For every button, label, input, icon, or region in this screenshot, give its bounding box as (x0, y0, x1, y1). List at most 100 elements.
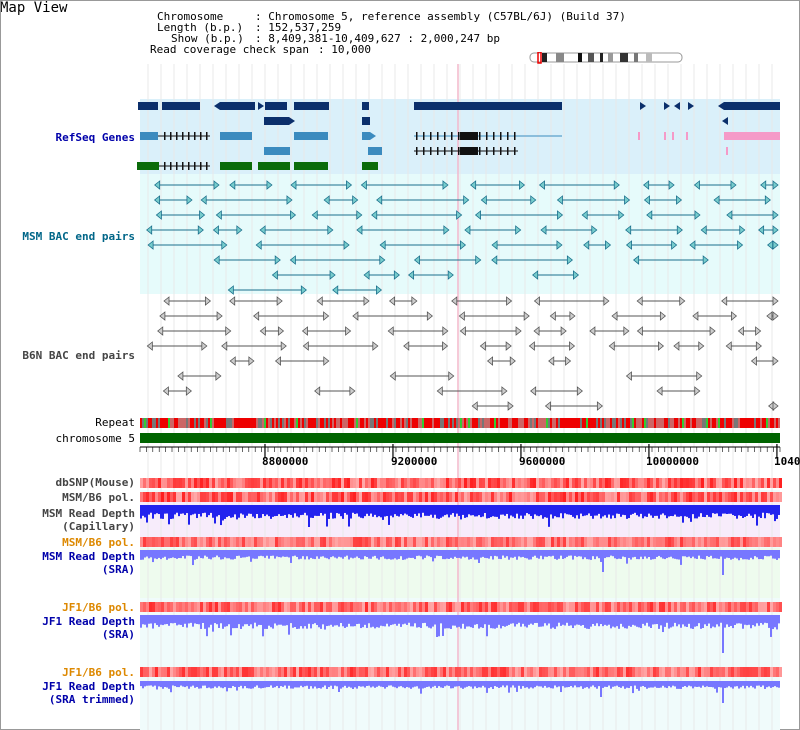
dbsnp-heat (584, 478, 587, 488)
msm-sra-depth (366, 550, 368, 558)
msm-sra-depth (500, 550, 502, 560)
jf1-sra-depth (382, 615, 384, 627)
jf1-b6-pol-heat (632, 602, 635, 612)
jf1-b6-pol-heat (551, 602, 554, 612)
b6n-bac-label[interactable]: B6N BAC end pairs (22, 349, 135, 362)
msm-b6-pol-heat (296, 492, 299, 502)
jf1-sra-depth (496, 615, 498, 628)
msm-b6-pol2-heat (476, 537, 479, 547)
msm-sra-depth (572, 550, 574, 560)
jf1-trim-depth (566, 681, 568, 688)
jf1-b6-pol2-heat (197, 667, 200, 677)
repeat-segment (418, 418, 420, 428)
jf1-sra-depth (758, 615, 760, 626)
jf1-b6-pol2-heat (446, 667, 449, 677)
msm-b6-pol-heat (308, 492, 311, 502)
msm-sra-depth (148, 550, 150, 559)
jf1-b6-pol-heat (362, 602, 365, 612)
msm-read-depth-sra-label: MSM Read Depth (SRA) (0, 550, 135, 576)
msm-sra-depth (332, 550, 334, 557)
jf1-b6-pol-heat (704, 602, 707, 612)
jf1-trim-depth (696, 681, 698, 687)
chromosome-ideogram[interactable] (528, 52, 684, 64)
dbsnp-heat (623, 478, 626, 488)
jf1-trim-depth (550, 681, 552, 689)
msm-sra-depth (582, 550, 584, 560)
msm-b6-pol-heat (743, 492, 746, 502)
msm-b6-pol2-heat (701, 537, 704, 547)
gene-block (368, 147, 382, 155)
repeat-segment (686, 418, 688, 428)
dbsnp-heat (335, 478, 338, 488)
jf1-sra-depth (540, 615, 542, 627)
msm-capillary-depth (514, 505, 516, 519)
msm-b6-pol2-heat (281, 537, 284, 547)
b6n-end-marker (146, 341, 153, 351)
msm-b6-pol2-heat (248, 537, 251, 547)
msm-capillary-depth (352, 505, 354, 513)
dbsnp-heat (314, 478, 317, 488)
msm-read-depth-cap-line2: (Capillary) (62, 520, 135, 533)
msm-sra-depth (764, 550, 766, 556)
msm-bac-label[interactable]: MSM BAC end pairs (22, 230, 135, 243)
repeat-segment (694, 418, 696, 428)
repeat-segment (776, 418, 778, 428)
jf1-b6-pol2-heat (272, 667, 275, 677)
jf1-trim-depth (164, 681, 166, 688)
msm-sra-depth (680, 550, 682, 565)
dbsnp-heat (731, 478, 734, 488)
exon (423, 132, 425, 140)
msm-sra-depth (282, 550, 284, 557)
msm-b6-pol2-heat (395, 537, 398, 547)
repeat-segment (620, 418, 622, 428)
dbsnp-heat (725, 478, 728, 488)
msm-b6-pol-heat (269, 492, 272, 502)
dbsnp-heat (599, 478, 602, 488)
msm-capillary-depth (280, 505, 282, 516)
gene-block (724, 132, 780, 140)
msm-sra-depth (346, 550, 348, 556)
dbsnp-heat (527, 478, 530, 488)
dbsnp-heat (188, 478, 191, 488)
jf1-b6-pol2-heat (524, 667, 527, 677)
repeat-segment (248, 418, 250, 428)
jf1-trim-depth (246, 681, 248, 689)
msm-b6-pol2-heat (419, 537, 422, 547)
jf1-b6-pol-heat (506, 602, 509, 612)
msm-b6-pol2-heat (563, 537, 566, 547)
msm-b6-pol2-heat (647, 537, 650, 547)
msm-capillary-depth (574, 505, 576, 519)
msm-capillary-depth (584, 505, 586, 516)
msm-b6-pol-heat (422, 492, 425, 502)
msm-b6-pol2-heat (458, 537, 461, 547)
jf1-b6-pol2-heat (242, 667, 245, 677)
jf1-trim-depth (406, 681, 408, 687)
repeat-segment (554, 418, 556, 428)
exon (500, 132, 502, 140)
msm-capillary-depth (768, 505, 770, 514)
msm-b6-pol2-heat (608, 537, 611, 547)
dbsnp-heat (323, 478, 326, 488)
jf1-sra-depth (508, 615, 510, 625)
dbsnp-heat (305, 478, 308, 488)
msm-b6-pol-heat (746, 492, 749, 502)
msm-b6-pol2-heat (407, 537, 410, 547)
repeat-segment (324, 418, 326, 428)
jf1-b6-pol2-heat (722, 667, 725, 677)
msm-b6-pol2-heat (290, 537, 293, 547)
msm-capillary-depth (430, 505, 432, 515)
dbsnp-heat (614, 478, 617, 488)
jf1-sra-depth (766, 615, 768, 624)
refseq-genes-label[interactable]: RefSeq Genes (55, 131, 135, 144)
msm-capillary-depth (196, 505, 198, 519)
repeat-segment (714, 418, 716, 428)
jf1-b6-pol2-heat (575, 667, 578, 677)
msm-capillary-depth (646, 505, 648, 517)
jf1-b6-pol-heat (734, 602, 737, 612)
jf1-sra-depth (360, 615, 362, 629)
msm-b6-pol2-heat (485, 537, 488, 547)
bac-end-marker (605, 240, 612, 250)
jf1-sra-depth (236, 615, 238, 629)
msm-b6-pol-heat (548, 492, 551, 502)
